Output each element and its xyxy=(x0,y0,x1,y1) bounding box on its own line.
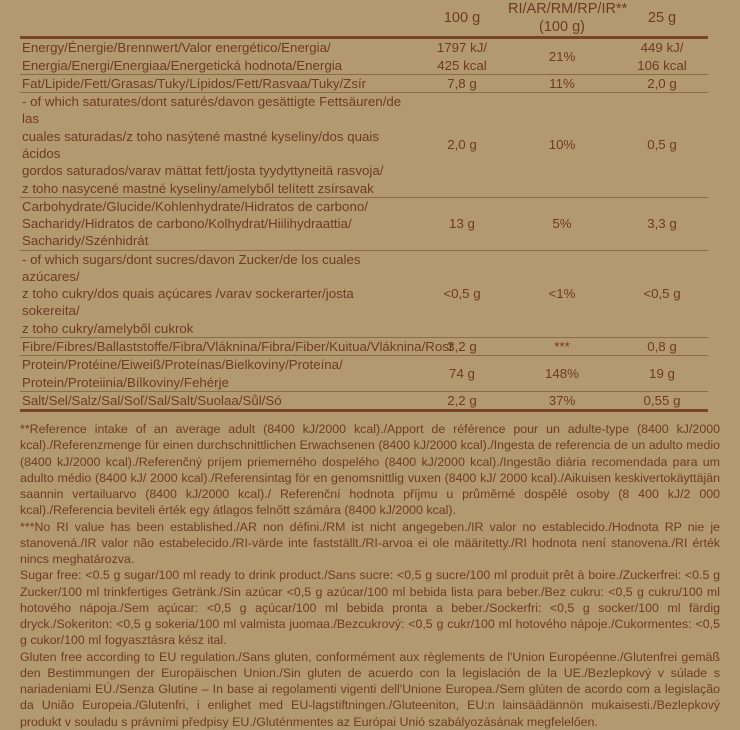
row-label-salt: Salt/Sel/Salz/Sal/Soľ/Sal/Salt/Suolaa/Sů… xyxy=(20,391,416,413)
footnote-no-ri-value: ***No RI value has been established./AR … xyxy=(20,519,720,567)
table-row: Salt/Sel/Salz/Sal/Soľ/Sal/Salt/Suolaa/Sů… xyxy=(20,391,708,413)
row-value-energy-25g: 449 kJ/ 106 kcal xyxy=(616,37,708,75)
row-value-sugars-ri: <1% xyxy=(508,250,616,339)
row-value-saturates-100g: 2,0 g xyxy=(416,92,508,198)
table-row: Protein/Protéine/Eiweiß/Proteínas/Bielko… xyxy=(20,355,708,392)
header-25g: 25 g xyxy=(616,0,708,40)
row-value-energy-100g: 1797 kJ/ 425 kcal xyxy=(416,37,508,75)
row-value-sugars-25g: <0,5 g xyxy=(616,250,708,339)
row-value-protein-100g: 74 g xyxy=(416,355,508,392)
row-value-fibre-100g: 3,2 g xyxy=(416,337,508,357)
table-body: Energy/Énergie/Brennwert/Valor energétic… xyxy=(20,37,708,413)
table-row: Fat/Lipide/Fett/Grasas/Tuky/Lípidos/Fett… xyxy=(20,74,708,94)
row-value-fat-100g: 7,8 g xyxy=(416,74,508,94)
row-label-sugars: - of which sugars/dont sucres/davon Zuck… xyxy=(20,250,416,339)
row-value-energy-ri: 21% xyxy=(508,37,616,75)
header-100g: 100 g xyxy=(416,0,508,40)
row-value-protein-25g: 19 g xyxy=(616,355,708,392)
footnotes: **Reference intake of an average adult (… xyxy=(20,421,720,730)
row-value-saturates-25g: 0,5 g xyxy=(616,92,708,198)
footnote-reference-intake: **Reference intake of an average adult (… xyxy=(20,422,720,518)
table-row: Carbohydrate/Glucide/Kohlenhydrate/Hidra… xyxy=(20,197,708,251)
row-value-sugars-100g: <0,5 g xyxy=(416,250,508,339)
header-reference-intake-line1: RI/AR/RM/RP/IR** xyxy=(508,1,628,17)
row-value-saturates-ri: 10% xyxy=(508,92,616,198)
table-row: - of which saturates/dont saturés/davon … xyxy=(20,92,708,198)
row-label-carbohydrate: Carbohydrate/Glucide/Kohlenhydrate/Hidra… xyxy=(20,197,416,251)
nutrition-table: 100 g RI/AR/RM/RP/IR** (100 g) 25 g Ener… xyxy=(20,0,708,413)
header-reference-intake: RI/AR/RM/RP/IR** (100 g) xyxy=(508,0,627,40)
row-label-energy: Energy/Énergie/Brennwert/Valor energétic… xyxy=(20,37,416,75)
header-reference-intake-line2: (100 g) xyxy=(539,19,585,36)
row-value-carbohydrate-ri: 5% xyxy=(508,197,616,251)
row-value-carbohydrate-25g: 3,3 g xyxy=(616,197,708,251)
table-header: 100 g RI/AR/RM/RP/IR** (100 g) 25 g xyxy=(20,0,708,40)
row-label-protein: Protein/Protéine/Eiweiß/Proteínas/Bielko… xyxy=(20,355,416,392)
table-header-row: 100 g RI/AR/RM/RP/IR** (100 g) 25 g xyxy=(20,0,708,40)
table-row: - of which sugars/dont sucres/davon Zuck… xyxy=(20,250,708,339)
row-value-carbohydrate-100g: 13 g xyxy=(416,197,508,251)
row-value-fibre-ri: *** xyxy=(508,337,616,357)
table-row: Energy/Énergie/Brennwert/Valor energétic… xyxy=(20,37,708,75)
row-label-saturates: - of which saturates/dont saturés/davon … xyxy=(20,92,416,198)
row-value-salt-100g: 2,2 g xyxy=(416,391,508,413)
row-value-fat-ri: 11% xyxy=(508,74,616,94)
row-label-fat: Fat/Lipide/Fett/Grasas/Tuky/Lípidos/Fett… xyxy=(20,74,416,94)
row-value-salt-25g: 0,55 g xyxy=(616,391,708,413)
table-row: Fibre/Fibres/Ballaststoffe/Fibra/Vláknin… xyxy=(20,337,708,357)
row-value-fat-25g: 2,0 g xyxy=(616,74,708,94)
row-value-fibre-25g: 0,8 g xyxy=(616,337,708,357)
row-value-protein-ri: 148% xyxy=(508,355,616,392)
footnote-sugar-free: Sugar free: <0.5 g sugar/100 ml ready to… xyxy=(20,568,720,648)
header-label-blank xyxy=(20,0,416,40)
footnote-gluten-free: Gluten free according to EU regulation./… xyxy=(20,649,720,729)
row-value-salt-ri: 37% xyxy=(508,391,616,413)
row-label-fibre: Fibre/Fibres/Ballaststoffe/Fibra/Vláknin… xyxy=(20,337,453,357)
